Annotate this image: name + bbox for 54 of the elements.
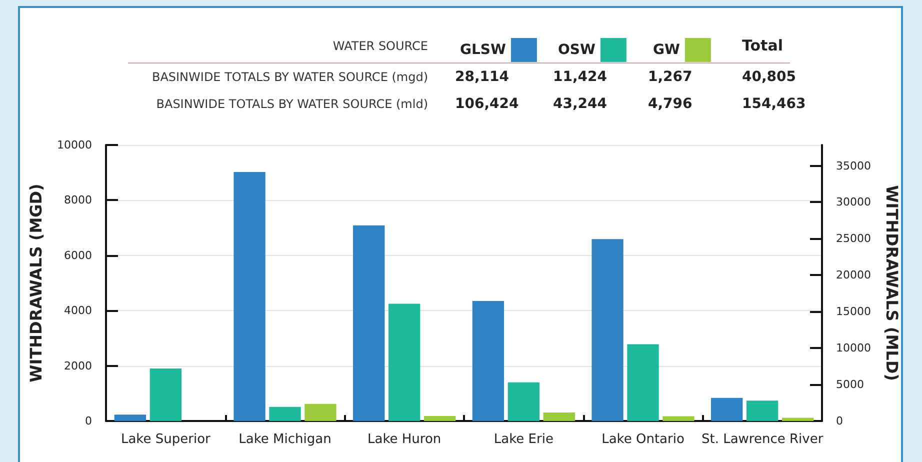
bar <box>234 172 266 421</box>
y2-tick-label: 35000 <box>836 159 871 172</box>
y2-tick-label: 10000 <box>836 342 871 355</box>
y2-tick-label: 0 <box>836 414 843 428</box>
text: 1,267 <box>648 69 692 85</box>
text: 43,244 <box>553 96 608 112</box>
legend-title: WATER SOURCE <box>332 39 428 53</box>
bar <box>782 418 814 421</box>
y2-tick-label: 20000 <box>836 268 871 282</box>
bar <box>114 414 146 421</box>
text: 40,805 <box>742 69 796 85</box>
bar <box>592 239 624 421</box>
text: 11,424 <box>553 69 608 85</box>
bar <box>711 398 743 421</box>
text: 154,463 <box>742 96 806 112</box>
y2-axis-title: WITHDRAWALS (MLD) <box>882 185 902 381</box>
text: 4,796 <box>648 96 692 112</box>
x-tick-label: Lake Michigan <box>238 432 332 447</box>
y2-tick-label: 30000 <box>836 196 871 209</box>
y-tick-label: 10000 <box>57 138 92 152</box>
x-tick-label: St. Lawrence River <box>701 432 824 447</box>
bar <box>388 304 420 421</box>
text: 28,114 <box>455 69 510 85</box>
bar <box>662 416 694 421</box>
y2-tick-label: 25000 <box>836 232 871 246</box>
x-tick-label: Lake Erie <box>494 432 554 447</box>
bar <box>304 404 336 421</box>
x-tick-label: Lake Superior <box>120 432 212 447</box>
bar <box>472 300 504 421</box>
text: BASINWIDE TOTALS BY WATER SOURCE (mld) <box>156 97 428 111</box>
y-tick-label: 8000 <box>64 194 92 207</box>
x-tick-label: Lake Huron <box>367 432 442 447</box>
y-tick-label: 2000 <box>64 359 92 372</box>
text: Total <box>742 36 783 54</box>
bar <box>353 225 385 421</box>
legend-label: GW <box>652 42 680 58</box>
bar <box>424 416 456 421</box>
y-axis-title: WITHDRAWALS (MGD) <box>26 184 46 382</box>
legend-label: GLSW <box>460 42 506 58</box>
text: 106,424 <box>455 96 520 112</box>
bar <box>746 400 778 421</box>
bar <box>508 382 540 421</box>
y2-tick-label: 15000 <box>836 305 871 318</box>
bar <box>627 344 659 421</box>
text: BASINWIDE TOTALS BY WATER SOURCE (mgd) <box>152 70 428 84</box>
x-tick-label: Lake Ontario <box>602 432 684 447</box>
y-tick-label: 6000 <box>64 248 92 262</box>
y-tick-label: 0 <box>85 414 92 428</box>
y2-tick-label: 5000 <box>836 378 864 392</box>
bar <box>543 412 575 421</box>
y-tick-label: 4000 <box>64 304 92 318</box>
bar <box>150 368 182 421</box>
legend-label: OSW <box>558 42 596 58</box>
bar <box>269 406 301 421</box>
